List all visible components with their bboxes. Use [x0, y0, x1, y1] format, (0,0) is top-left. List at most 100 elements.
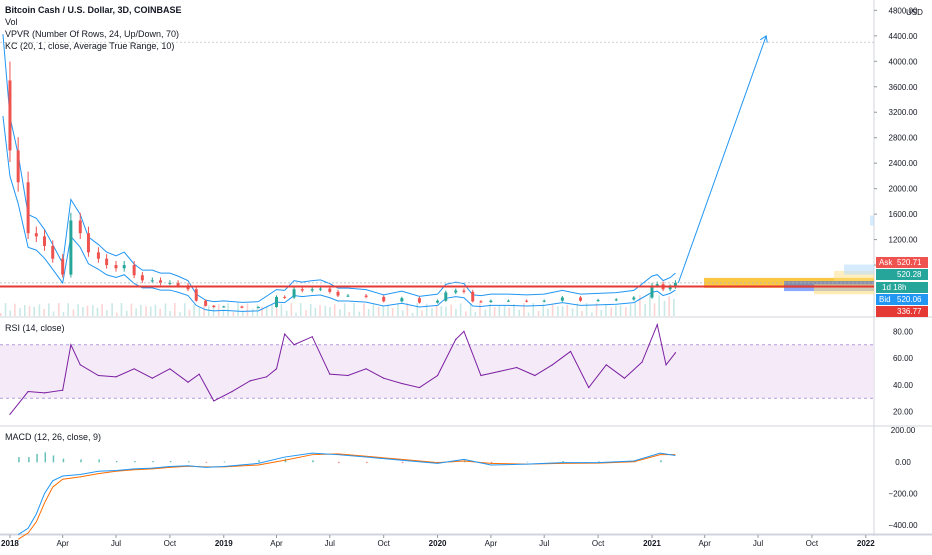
volume-bar	[367, 309, 370, 316]
macd-histogram-bar	[338, 461, 340, 464]
volume-bar	[305, 310, 307, 316]
volume-bar	[397, 303, 399, 316]
volume-bar	[518, 309, 521, 316]
rsi-label[interactable]: RSI (14, close)	[5, 323, 65, 333]
rsi-point	[284, 333, 286, 335]
candle-body	[400, 298, 404, 302]
rsi-point	[569, 350, 572, 353]
candle-body	[462, 290, 466, 292]
volume-bar	[43, 309, 45, 316]
rsi-point	[249, 380, 251, 382]
volume-bar	[377, 306, 380, 316]
volume-bar	[348, 311, 351, 316]
volume-bar	[455, 308, 457, 316]
ask-label: Ask	[879, 258, 893, 267]
candle-body	[364, 295, 368, 297]
price-tick-label: 4000.00	[889, 57, 918, 66]
macd-histogram-bar	[366, 461, 368, 464]
volume-bar	[173, 303, 176, 316]
rsi-point	[455, 338, 457, 340]
time-axis-label: Apr	[485, 539, 498, 548]
volume-bar	[644, 304, 646, 316]
volume-bar	[576, 303, 579, 316]
kc-label[interactable]: KC (20, 1, close, Average True Range, 10…	[5, 41, 175, 51]
candle-body	[16, 150, 20, 183]
volume-bar	[52, 311, 55, 316]
rsi-point	[151, 377, 153, 379]
macd-histogram-bar	[205, 461, 208, 463]
volume-bar	[145, 306, 147, 316]
volume-bar	[0, 313, 2, 316]
volume-bar	[634, 301, 637, 316]
volume-bar	[503, 305, 506, 316]
volume-bar	[339, 309, 341, 316]
volume-bar	[353, 303, 355, 316]
time-axis-label: Jul	[325, 539, 335, 548]
candle-body	[69, 220, 73, 275]
vol-label[interactable]: Vol	[5, 17, 18, 27]
rsi-point	[480, 374, 482, 377]
last-price-tag: 520.28	[876, 269, 928, 280]
volume-bar	[387, 305, 389, 316]
volume-bar	[207, 305, 210, 316]
volume-bar	[619, 305, 622, 316]
candle-body	[454, 290, 458, 293]
volume-bar	[489, 304, 491, 316]
candle-body	[489, 300, 493, 302]
rsi-point	[187, 381, 189, 383]
volume-bar	[474, 312, 477, 316]
volume-bar	[547, 308, 549, 316]
time-axis-label: 2021	[643, 539, 661, 548]
price-tick-label: 2800.00	[889, 134, 918, 143]
volume-bar	[314, 307, 317, 316]
vpvr-label[interactable]: VPVR (Number Of Rows, 24, Up/Down, 70)	[5, 29, 180, 39]
candle-body	[444, 292, 448, 301]
candle-body	[436, 300, 440, 303]
macd-histogram-bar	[526, 461, 529, 463]
macd-histogram-bar	[401, 461, 404, 464]
price-tick-label: 2000.00	[889, 185, 918, 194]
rsi-point	[588, 386, 590, 389]
time-axis-label: Oct	[806, 539, 819, 548]
volume-bar	[91, 305, 94, 316]
bid-label: Bid	[879, 295, 891, 304]
volume-bar	[246, 303, 249, 316]
candle-body	[204, 300, 208, 306]
candle-body	[525, 300, 529, 302]
volume-bar	[324, 305, 327, 316]
volume-bar	[241, 311, 244, 316]
candle-body	[328, 288, 332, 292]
macd-histogram-bar	[598, 461, 600, 463]
rsi-point	[27, 390, 29, 393]
candle-body	[114, 265, 118, 269]
macd-histogram-bar	[134, 461, 136, 463]
time-axis-label: Apr	[56, 539, 69, 548]
candle-body	[86, 233, 90, 253]
candle-body	[479, 301, 483, 303]
candle-body	[51, 245, 55, 259]
candle-body	[43, 236, 47, 246]
candle-body	[668, 286, 672, 290]
volume-bar	[290, 303, 293, 316]
price-tick-label: 2400.00	[889, 159, 918, 168]
price-tick-label: 4800.00	[889, 6, 918, 15]
macd-histogram-bar	[18, 457, 20, 463]
time-axis-label: Oct	[377, 539, 390, 548]
rsi-point	[169, 368, 171, 370]
volume-bar	[212, 307, 215, 316]
bid-value: 520.06	[897, 295, 922, 304]
volume-bar	[668, 296, 670, 316]
last-price-value: 520.28	[897, 270, 922, 279]
volume-bar	[663, 300, 666, 316]
candle-body	[471, 291, 475, 302]
rsi-point	[97, 374, 100, 377]
symbol-title[interactable]: Bitcoin Cash / U.S. Dollar, 3D, COINBASE	[5, 5, 182, 15]
macd-histogram-bar	[312, 460, 314, 463]
candle-body	[655, 284, 659, 286]
volume-bar	[372, 304, 375, 316]
volume-bar	[591, 312, 593, 316]
macd-label[interactable]: MACD (12, 26, close, 9)	[5, 432, 102, 442]
volume-bar	[484, 309, 487, 316]
volume-bar	[130, 303, 133, 316]
